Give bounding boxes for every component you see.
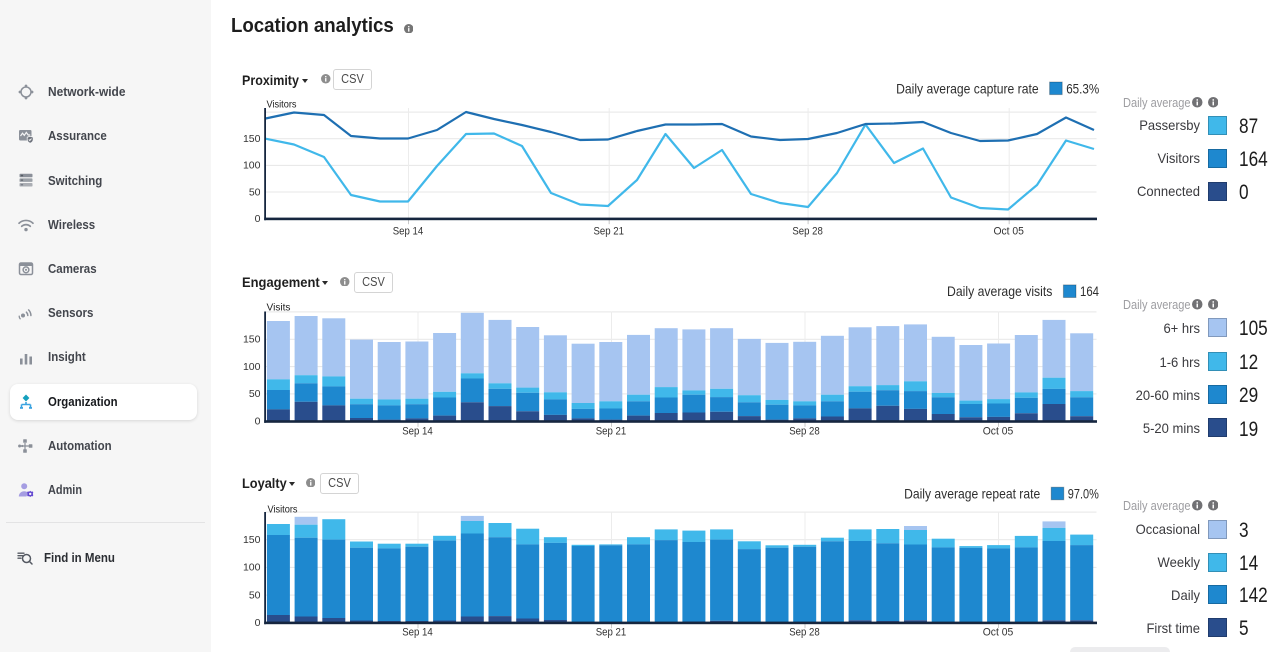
svg-text:0: 0 bbox=[255, 213, 261, 225]
svg-text:50: 50 bbox=[249, 186, 261, 198]
svg-text:50: 50 bbox=[249, 388, 261, 400]
svg-text:150: 150 bbox=[243, 133, 261, 145]
svg-text:100: 100 bbox=[243, 562, 261, 574]
svg-text:100: 100 bbox=[243, 160, 261, 172]
svg-text:164: 164 bbox=[1080, 283, 1099, 299]
svg-text:50: 50 bbox=[249, 589, 261, 601]
svg-text:Sep 21: Sep 21 bbox=[596, 627, 627, 639]
svg-text:65.3%: 65.3% bbox=[1066, 80, 1099, 96]
svg-text:97.0%: 97.0% bbox=[1068, 486, 1099, 502]
svg-text:Sep 14: Sep 14 bbox=[402, 627, 433, 639]
svg-text:0: 0 bbox=[255, 416, 261, 428]
svg-text:Daily average capture rate: Daily average capture rate bbox=[896, 80, 1039, 96]
svg-text:150: 150 bbox=[243, 534, 261, 546]
svg-text:Oct 05: Oct 05 bbox=[993, 226, 1024, 238]
svg-text:Sep 28: Sep 28 bbox=[792, 226, 823, 238]
svg-text:0: 0 bbox=[255, 617, 261, 629]
svg-text:Sep 14: Sep 14 bbox=[402, 426, 433, 438]
svg-text:Sep 14: Sep 14 bbox=[393, 226, 424, 238]
svg-text:Daily average visits: Daily average visits bbox=[947, 283, 1052, 299]
svg-text:100: 100 bbox=[243, 361, 261, 373]
svg-text:Visits: Visits bbox=[267, 302, 291, 314]
svg-text:Sep 21: Sep 21 bbox=[596, 426, 627, 438]
svg-text:Daily average repeat rate: Daily average repeat rate bbox=[904, 486, 1040, 502]
svg-text:Sep 21: Sep 21 bbox=[593, 226, 624, 238]
svg-text:Oct 05: Oct 05 bbox=[983, 627, 1014, 639]
svg-text:Visitors: Visitors bbox=[267, 99, 297, 111]
svg-text:Sep 28: Sep 28 bbox=[789, 426, 820, 438]
svg-text:Oct 05: Oct 05 bbox=[983, 426, 1014, 438]
svg-text:Visitors: Visitors bbox=[268, 504, 298, 516]
svg-text:150: 150 bbox=[243, 334, 261, 346]
svg-text:Sep 28: Sep 28 bbox=[789, 627, 820, 639]
